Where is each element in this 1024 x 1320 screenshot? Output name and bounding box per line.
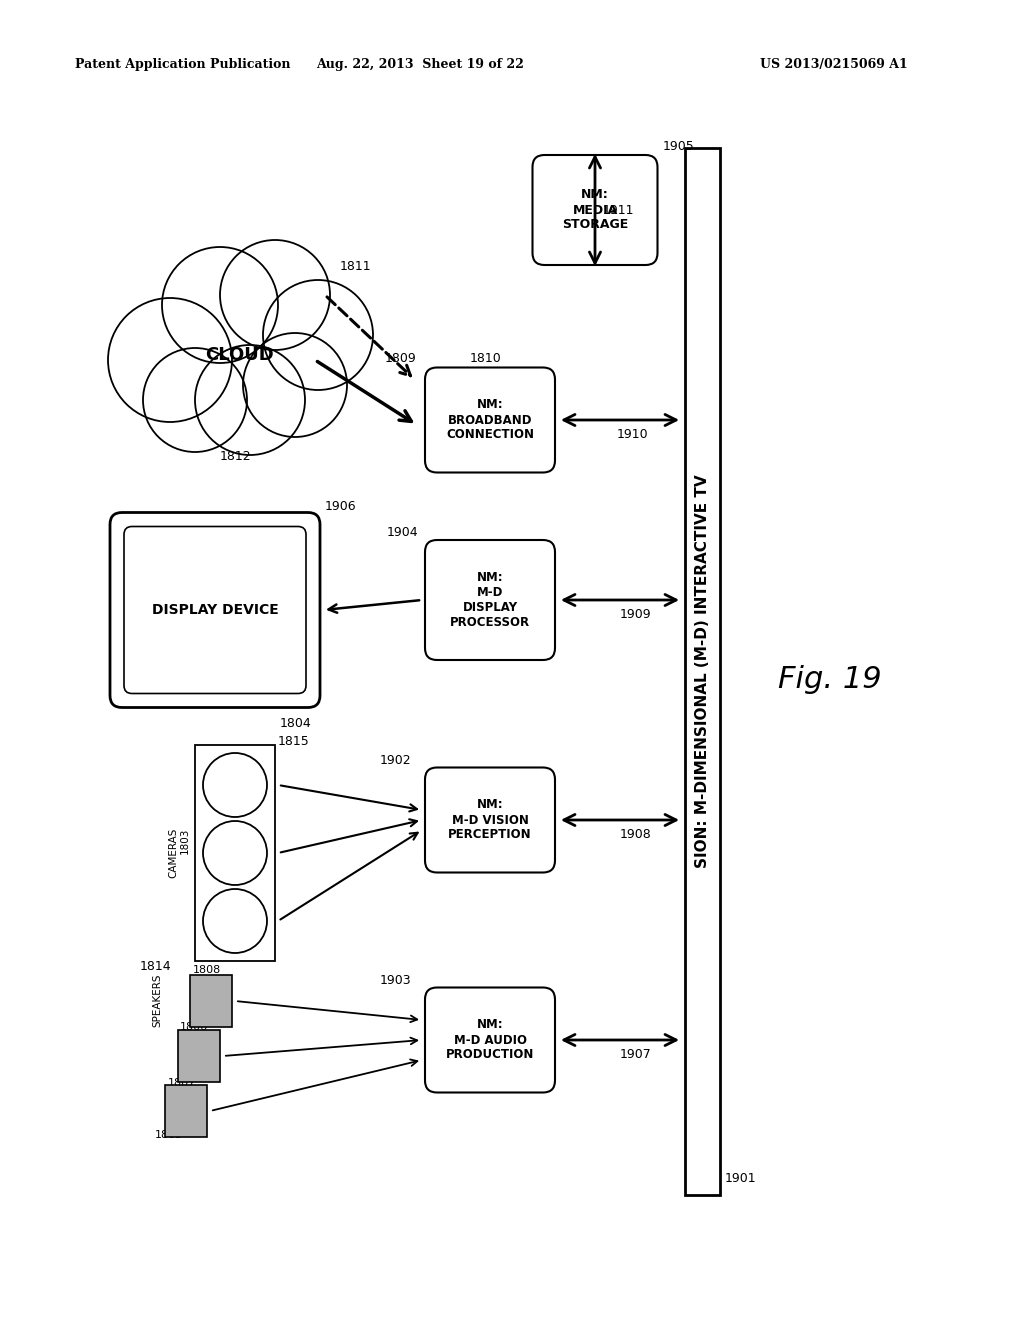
Text: Patent Application Publication: Patent Application Publication xyxy=(75,58,291,71)
Text: Aug. 22, 2013  Sheet 19 of 22: Aug. 22, 2013 Sheet 19 of 22 xyxy=(316,58,524,71)
Text: 1810: 1810 xyxy=(470,352,502,366)
Text: NM:
M-D VISION
PERCEPTION: NM: M-D VISION PERCEPTION xyxy=(449,799,531,842)
FancyBboxPatch shape xyxy=(425,987,555,1093)
Circle shape xyxy=(203,821,267,884)
FancyBboxPatch shape xyxy=(124,527,306,693)
Bar xyxy=(178,1030,220,1082)
Text: 1902: 1902 xyxy=(380,754,412,767)
Bar xyxy=(165,1085,207,1137)
FancyBboxPatch shape xyxy=(110,512,319,708)
Text: 1907: 1907 xyxy=(620,1048,651,1061)
Text: 1804: 1804 xyxy=(280,717,311,730)
FancyBboxPatch shape xyxy=(425,767,555,873)
Bar xyxy=(190,975,232,1027)
Text: SPEAKERS: SPEAKERS xyxy=(152,973,162,1027)
Text: 1805: 1805 xyxy=(155,1130,183,1140)
Circle shape xyxy=(162,247,278,363)
FancyBboxPatch shape xyxy=(425,367,555,473)
Text: 1901: 1901 xyxy=(725,1172,757,1185)
Text: 1812: 1812 xyxy=(220,450,252,463)
Text: NM:
MEDIA
STORAGE: NM: MEDIA STORAGE xyxy=(562,189,628,231)
Text: 1808: 1808 xyxy=(193,965,221,975)
FancyBboxPatch shape xyxy=(532,154,657,265)
Text: 1905: 1905 xyxy=(663,140,694,153)
Circle shape xyxy=(108,298,232,422)
Circle shape xyxy=(143,348,247,451)
Circle shape xyxy=(203,888,267,953)
Circle shape xyxy=(220,240,330,350)
Text: 1903: 1903 xyxy=(380,974,412,986)
Circle shape xyxy=(203,752,267,817)
Text: DISPLAY DEVICE: DISPLAY DEVICE xyxy=(152,603,279,616)
Text: CAMERAS
1803: CAMERAS 1803 xyxy=(168,828,190,878)
Text: 1815: 1815 xyxy=(278,735,309,748)
Text: 1811: 1811 xyxy=(340,260,372,273)
Text: 1908: 1908 xyxy=(620,828,651,841)
Text: Fig. 19: Fig. 19 xyxy=(778,665,882,694)
Circle shape xyxy=(263,280,373,389)
Text: 1814: 1814 xyxy=(140,960,172,973)
Text: NM:
BROADBAND
CONNECTION: NM: BROADBAND CONNECTION xyxy=(446,399,534,441)
Circle shape xyxy=(195,345,305,455)
Text: NM:
M-D
DISPLAY
PROCESSOR: NM: M-D DISPLAY PROCESSOR xyxy=(450,572,530,630)
Text: 1806: 1806 xyxy=(180,1022,208,1032)
Text: US 2013/0215069 A1: US 2013/0215069 A1 xyxy=(760,58,907,71)
Text: 1906: 1906 xyxy=(325,500,356,513)
Text: 1911: 1911 xyxy=(603,203,635,216)
Text: 1910: 1910 xyxy=(617,428,648,441)
Bar xyxy=(195,744,275,961)
Text: 1909: 1909 xyxy=(620,609,651,620)
Text: 1809: 1809 xyxy=(385,352,417,366)
Text: NM:
M-D AUDIO
PRODUCTION: NM: M-D AUDIO PRODUCTION xyxy=(445,1019,535,1061)
Circle shape xyxy=(243,333,347,437)
Text: CLOUD: CLOUD xyxy=(206,346,274,364)
Bar xyxy=(685,148,720,1195)
FancyBboxPatch shape xyxy=(425,540,555,660)
Text: 1807: 1807 xyxy=(168,1078,197,1088)
Text: 1904: 1904 xyxy=(387,525,419,539)
Text: SION: M-DIMENSIONAL (M-D) INTERACTIVE TV: SION: M-DIMENSIONAL (M-D) INTERACTIVE TV xyxy=(695,475,710,869)
